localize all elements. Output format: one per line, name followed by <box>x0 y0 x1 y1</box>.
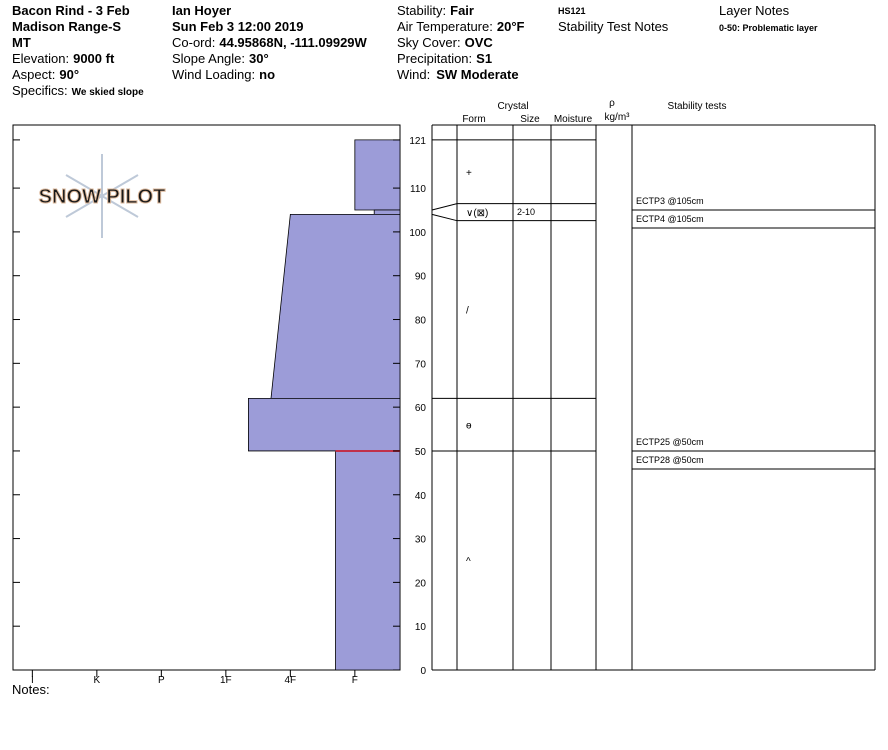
precip: Precipitation: S1 <box>397 51 492 66</box>
y-tick-label: 20 <box>415 578 427 589</box>
location: Madison Range-S <box>12 19 121 34</box>
value: 90° <box>59 67 79 82</box>
y-tick-label: 110 <box>410 184 426 195</box>
x-tick-label: 1F <box>220 675 232 686</box>
specifics: Specifics: We skied slope <box>12 83 144 98</box>
value: We skied slope <box>72 87 145 98</box>
layer <box>270 213 401 399</box>
layer-boundary <box>431 213 596 222</box>
stability-test: ECTP25 @50cm <box>636 437 704 447</box>
layer-note: 0-50: Problematic layer <box>719 23 818 33</box>
value: 9000 ft <box>73 51 115 66</box>
value: 44.95868N, -111.09929W <box>219 35 367 50</box>
grain-form: / <box>466 306 469 317</box>
header: Bacon Rind - 3 Feb Madison Range-S MT El… <box>12 3 818 98</box>
y-tick-label: 0 <box>420 666 426 677</box>
aspect: Aspect: 90° <box>12 67 79 82</box>
y-tick-label: 70 <box>415 359 427 370</box>
col-header: ρ <box>609 98 615 109</box>
stability-test: ECTP3 @105cm <box>636 196 704 206</box>
y-tick-label: 10 <box>415 622 427 633</box>
grain-size: 2-10 <box>517 207 535 217</box>
grain-form: + <box>466 168 472 179</box>
col-header: Stability tests <box>668 101 727 112</box>
layer <box>248 397 401 452</box>
layer-boundary <box>431 203 596 211</box>
label: Co-ord: <box>172 35 215 50</box>
layer <box>354 139 401 211</box>
label: Sky Cover: <box>397 35 461 50</box>
date: Sun Feb 3 12:00 2019 <box>172 19 304 34</box>
notes-label: Notes: <box>12 682 50 697</box>
value: 30° <box>249 51 269 66</box>
wind: Wind: SW Moderate <box>397 67 519 82</box>
location: Bacon Rind - 3 Feb <box>12 3 130 18</box>
y-tick-label: 121 <box>409 136 426 147</box>
logo: SNOW PILOT <box>38 154 166 238</box>
table-frame <box>431 124 876 671</box>
label: Slope Angle: <box>172 51 245 66</box>
x-tick-label: 4F <box>285 675 297 686</box>
x-tick-label: P <box>158 675 165 686</box>
value: no <box>259 67 275 82</box>
stability-notes-title: Stability Test Notes <box>558 19 669 34</box>
y-tick-label: 90 <box>415 272 427 283</box>
value: Fair <box>450 3 474 18</box>
value: 20°F <box>497 19 525 34</box>
air-temp: Air Temperature: 20°F <box>397 19 525 34</box>
flake <box>65 174 139 218</box>
y-tick-label: 40 <box>415 491 427 502</box>
y-tick-label: 30 <box>415 535 427 546</box>
label: Wind Loading: <box>172 67 255 82</box>
col-header: Moisture <box>554 114 593 125</box>
hs: HS121 <box>558 6 586 16</box>
y-tick-label: 100 <box>409 228 426 239</box>
coord: Co-ord: 44.95868N, -111.09929W <box>172 35 368 50</box>
location: MT <box>12 35 31 50</box>
label: Stability: <box>397 3 446 18</box>
x-tick-label: I <box>31 675 34 686</box>
wind-loading: Wind Loading: no <box>172 67 275 82</box>
label: Aspect: <box>12 67 55 82</box>
label: Elevation: <box>12 51 69 66</box>
label: Precipitation: <box>397 51 472 66</box>
stability-test: ECTP28 @50cm <box>636 455 704 465</box>
grain-form: ∨(⊠) <box>466 208 488 219</box>
value: SW Moderate <box>436 67 518 82</box>
sky: Sky Cover: OVC <box>397 35 493 50</box>
stability: Stability: Fair <box>397 3 474 18</box>
label: Wind: <box>397 67 430 82</box>
label: Specifics: <box>12 83 68 98</box>
value: S1 <box>476 51 492 66</box>
observer: Ian Hoyer <box>172 3 231 18</box>
value: OVC <box>465 35 494 50</box>
col-header: Size <box>520 114 540 125</box>
x-tick-label: K <box>94 675 101 686</box>
col-header: kg/m³ <box>605 112 631 123</box>
slope: Slope Angle: 30° <box>172 51 269 66</box>
y-tick-label: 50 <box>415 447 427 458</box>
x-tick-label: F <box>352 675 358 686</box>
col-header: Crystal <box>497 101 528 112</box>
layer <box>373 209 401 215</box>
y-tick-label: 60 <box>415 403 427 414</box>
col-header: Form <box>462 114 485 125</box>
stability-test: ECTP4 @105cm <box>636 214 704 224</box>
layer-notes-title: Layer Notes <box>719 3 790 18</box>
logo-text: SNOW PILOT <box>39 186 166 208</box>
y-tick-label: 80 <box>415 316 427 327</box>
grain-form: ɵ <box>466 421 472 432</box>
layer <box>335 450 401 671</box>
elevation: Elevation: 9000 ft <box>12 51 115 66</box>
table-header: Crystal Form Size Moisture ρ kg/m³ Stabi… <box>462 98 726 125</box>
label: Air Temperature: <box>397 19 493 34</box>
grain-form: ^ <box>466 556 471 567</box>
